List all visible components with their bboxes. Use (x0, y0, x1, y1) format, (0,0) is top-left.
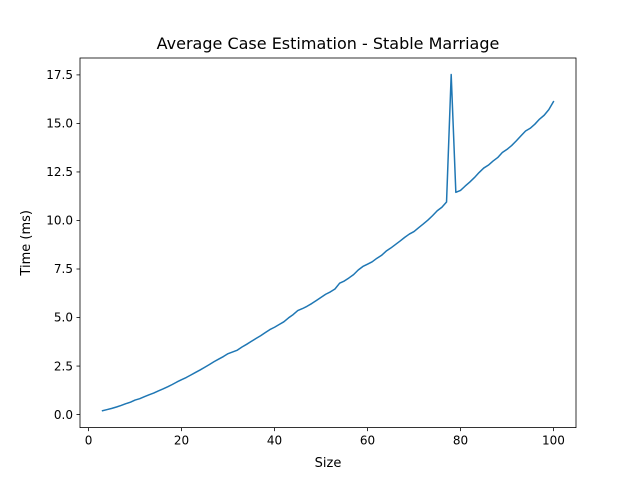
x-tick-label: 80 (453, 434, 468, 448)
x-axis: 0 20 40 60 80 100 (85, 427, 565, 448)
x-tick-label: 20 (174, 434, 189, 448)
y-tick-label: 7.5 (54, 262, 73, 276)
y-tick-label: 15.0 (46, 117, 73, 131)
series-layer (101, 73, 555, 412)
x-tick-label: 40 (267, 434, 282, 448)
y-tick-label: 2.5 (54, 359, 73, 373)
chart-title: Average Case Estimation - Stable Marriag… (157, 34, 500, 53)
plot-area-frame (79, 57, 577, 429)
y-tick-label: 10.0 (46, 214, 73, 228)
y-tick-label: 17.5 (46, 68, 73, 82)
x-axis-label: Size (315, 456, 342, 471)
y-tick-label: 5.0 (54, 311, 73, 325)
y-tick-label: 12.5 (46, 165, 73, 179)
y-tick-label: 0.0 (54, 408, 73, 422)
y-axis-label: Time (ms) (19, 210, 34, 277)
series-line (101, 73, 555, 412)
y-axis: 0.0 2.5 5.0 7.5 10.0 12.5 15.0 17.5 (46, 68, 80, 422)
x-tick-label: 100 (542, 434, 565, 448)
x-tick-label: 60 (360, 434, 375, 448)
x-tick-label: 0 (85, 434, 93, 448)
